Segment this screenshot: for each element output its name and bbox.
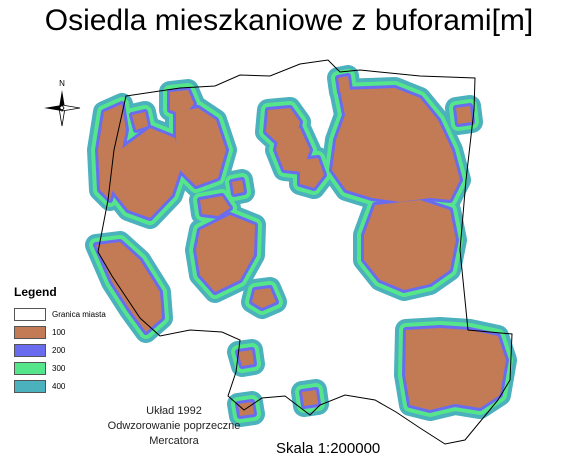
legend-swatch: [14, 361, 46, 375]
legend-swatch: [14, 307, 46, 321]
map-title: Osiedla mieszkaniowe z buforami[m]: [44, 4, 534, 37]
projection-line-1: Układ 1992: [146, 405, 202, 417]
legend-swatch: [14, 379, 46, 393]
legend-item-300: 300: [14, 359, 154, 377]
projection-line-2: Odwzorowanie poprzeczne: [107, 420, 241, 432]
legend-swatch: [14, 343, 46, 357]
legend: Legend Granica miasta 100 200 300 400: [14, 285, 154, 395]
north-arrow-icon: N: [44, 79, 81, 127]
scale-label: Skala 1:200000: [276, 440, 381, 457]
legend-item-boundary: Granica miasta: [14, 305, 154, 323]
legend-item-100: 100: [14, 323, 154, 341]
legend-label: 100: [52, 327, 66, 337]
projection-info: Układ 1992 Odwzorowanie poprzeczne Merca…: [104, 404, 244, 449]
legend-swatch: [14, 325, 46, 339]
city-boundary: [97, 59, 513, 445]
legend-label: 200: [52, 345, 66, 355]
projection-line-3: Mercatora: [149, 435, 199, 447]
legend-title: Legend: [14, 285, 57, 299]
north-label: N: [59, 79, 65, 88]
legend-label: 400: [52, 381, 66, 391]
legend-item-400: 400: [14, 377, 154, 395]
legend-label: Granica miasta: [52, 309, 106, 319]
legend-label: 300: [52, 363, 66, 373]
legend-item-200: 200: [14, 341, 154, 359]
